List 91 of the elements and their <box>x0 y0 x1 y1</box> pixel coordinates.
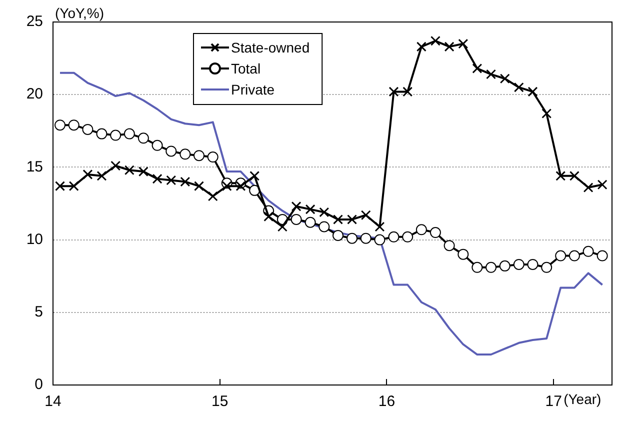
point <box>596 250 608 262</box>
point <box>166 146 177 157</box>
point <box>374 234 386 246</box>
point <box>54 120 66 131</box>
y-tick-label: 15 <box>26 158 43 176</box>
point <box>555 250 566 262</box>
point <box>416 224 427 236</box>
y-tick-label: 0 <box>34 376 43 394</box>
legend-label: Private <box>231 81 275 98</box>
x-tick-label: 16 <box>378 393 396 410</box>
point <box>430 227 441 238</box>
point <box>514 82 524 92</box>
point <box>347 214 358 224</box>
point <box>82 169 93 180</box>
point <box>124 128 135 140</box>
point <box>346 232 358 244</box>
point <box>152 140 163 151</box>
point <box>500 74 510 84</box>
point <box>374 222 385 232</box>
point <box>250 170 260 181</box>
point <box>124 165 134 176</box>
point <box>304 216 316 228</box>
point <box>319 207 330 218</box>
point <box>472 262 483 273</box>
legend-label: Total <box>231 60 261 76</box>
point <box>166 175 176 186</box>
point <box>138 132 149 144</box>
point <box>333 214 343 224</box>
point <box>556 170 566 181</box>
point <box>207 152 218 163</box>
point <box>318 221 330 232</box>
point <box>388 231 400 242</box>
point <box>180 176 190 187</box>
point <box>444 42 454 52</box>
point <box>305 204 316 214</box>
point <box>291 201 302 212</box>
point <box>388 86 399 97</box>
x-tick-label: 14 <box>44 393 62 410</box>
y-tick-label: 5 <box>34 304 43 321</box>
x-tick-label: 15 <box>212 393 228 410</box>
point <box>402 231 414 242</box>
point <box>194 150 205 162</box>
point <box>582 246 594 257</box>
point <box>513 258 524 270</box>
y-tick-label: 10 <box>26 230 43 248</box>
y-axis-title: (YoY,%) <box>55 4 104 21</box>
point <box>569 170 580 181</box>
point <box>180 148 191 160</box>
point <box>486 262 497 273</box>
point <box>68 120 80 131</box>
point <box>290 214 302 225</box>
point <box>499 260 510 272</box>
point <box>68 181 79 192</box>
point <box>542 108 552 118</box>
point <box>568 250 580 262</box>
legend-label: State-owned <box>231 39 310 56</box>
point <box>138 166 148 177</box>
point <box>486 69 496 80</box>
point <box>527 258 538 270</box>
point <box>472 63 482 74</box>
point <box>110 160 121 171</box>
y-tick-label: 25 <box>26 13 43 30</box>
point <box>222 181 232 192</box>
point <box>402 86 413 97</box>
y-tick-label: 20 <box>26 86 43 103</box>
point <box>152 174 162 184</box>
point <box>264 212 274 222</box>
point <box>96 170 107 181</box>
point <box>82 124 94 135</box>
point <box>360 210 371 220</box>
point <box>194 181 204 192</box>
point <box>249 184 260 196</box>
point <box>332 230 344 241</box>
point <box>583 182 594 193</box>
point <box>528 86 538 97</box>
point <box>597 180 608 190</box>
x-axis-title: (Year) <box>564 390 602 407</box>
point <box>208 191 218 202</box>
point <box>416 42 426 52</box>
point <box>430 36 440 46</box>
point <box>444 240 455 252</box>
point <box>277 222 288 232</box>
point <box>541 262 552 273</box>
point <box>110 130 122 141</box>
point <box>96 128 108 140</box>
point <box>458 38 468 49</box>
point <box>55 181 65 192</box>
x-tick-label: 17 <box>545 393 562 410</box>
point <box>236 181 246 192</box>
point <box>360 232 372 244</box>
point <box>458 248 469 260</box>
